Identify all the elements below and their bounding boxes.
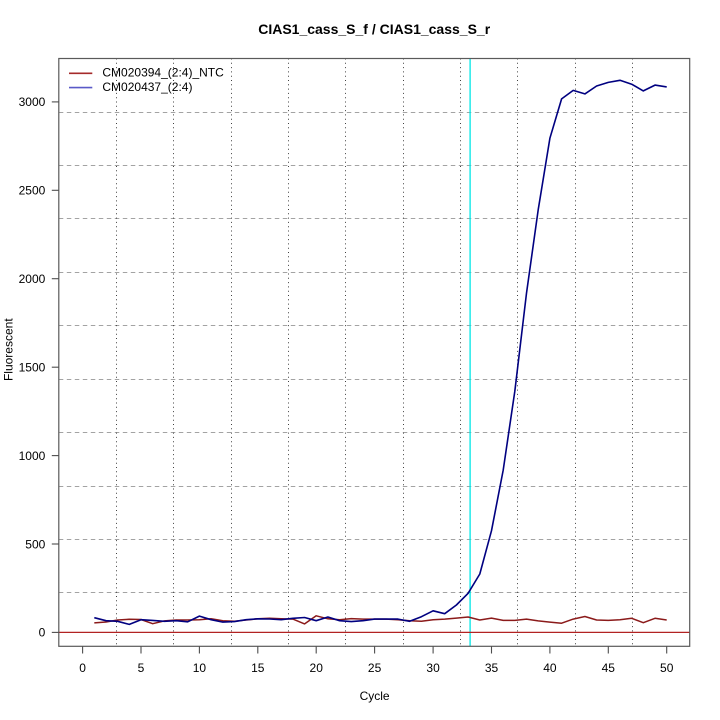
svg-text:Fluorescent: Fluorescent — [2, 318, 16, 381]
svg-text:15: 15 — [251, 661, 265, 675]
svg-text:30: 30 — [426, 661, 440, 675]
svg-text:CM020394_(2:4)_NTC: CM020394_(2:4)_NTC — [102, 66, 224, 80]
svg-text:25: 25 — [368, 661, 382, 675]
svg-text:CIAS1_cass_S_f / CIAS1_cass_S_: CIAS1_cass_S_f / CIAS1_cass_S_r — [258, 21, 490, 37]
svg-text:1000: 1000 — [19, 449, 46, 463]
svg-text:0: 0 — [79, 661, 86, 675]
svg-text:500: 500 — [25, 537, 45, 551]
svg-text:3000: 3000 — [19, 95, 46, 109]
svg-text:40: 40 — [543, 661, 557, 675]
svg-text:CM020437_(2:4): CM020437_(2:4) — [102, 80, 192, 94]
svg-text:2500: 2500 — [19, 184, 46, 198]
svg-text:20: 20 — [310, 661, 324, 675]
svg-text:Cycle: Cycle — [360, 689, 390, 703]
svg-text:45: 45 — [602, 661, 616, 675]
svg-text:1500: 1500 — [19, 361, 46, 375]
svg-text:0: 0 — [39, 626, 46, 640]
svg-text:35: 35 — [485, 661, 499, 675]
svg-text:50: 50 — [660, 661, 674, 675]
svg-text:5: 5 — [138, 661, 145, 675]
svg-text:10: 10 — [193, 661, 207, 675]
svg-text:2000: 2000 — [19, 272, 46, 286]
